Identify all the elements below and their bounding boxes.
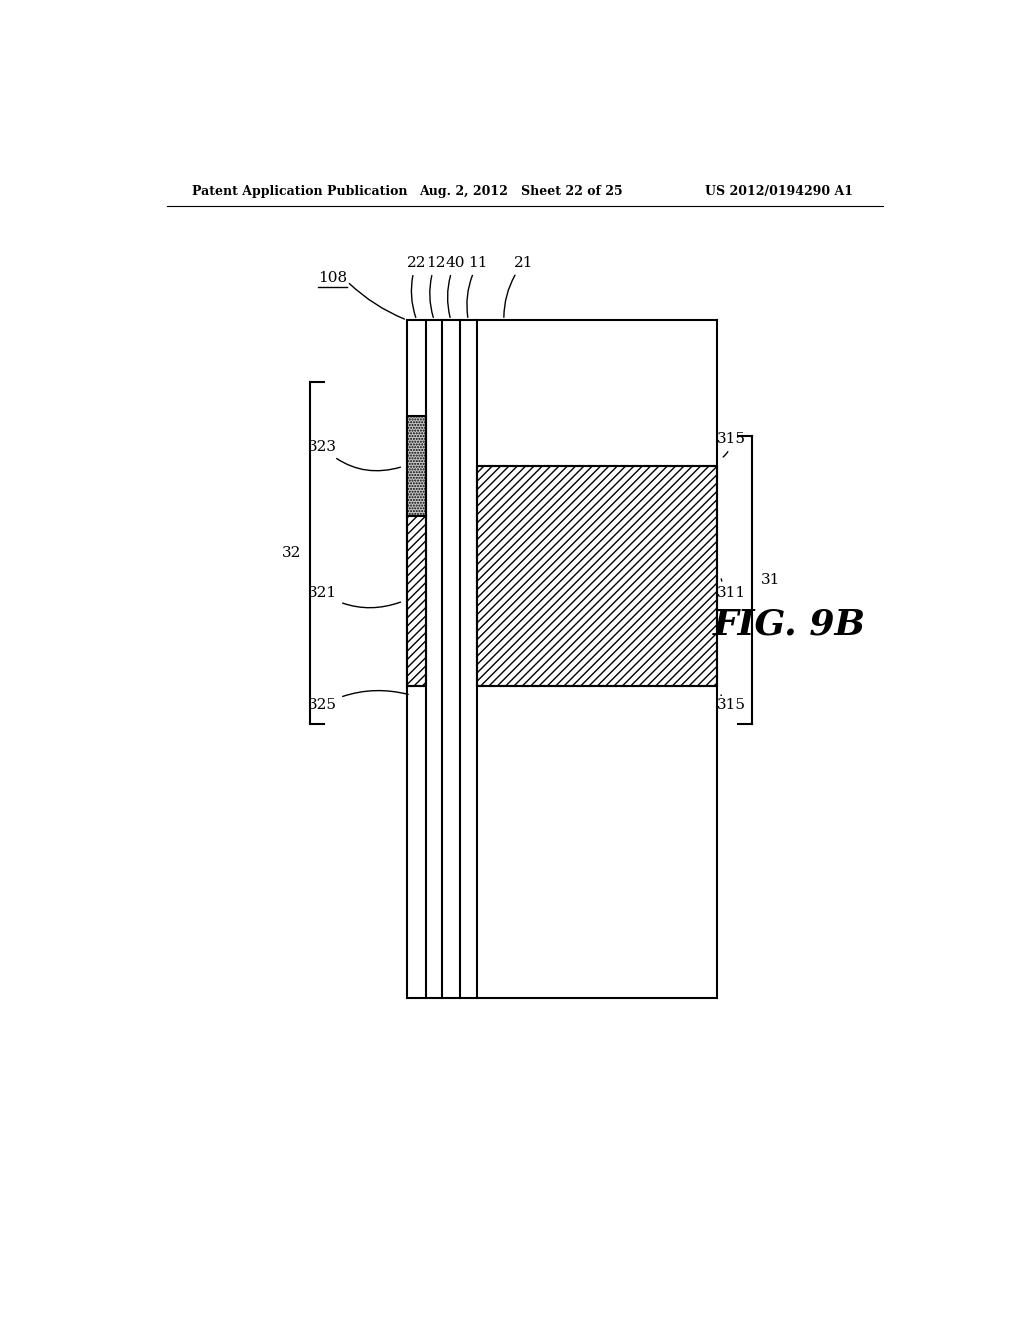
Text: 325: 325: [308, 690, 409, 711]
Bar: [407, 416, 426, 516]
Text: 108: 108: [317, 272, 347, 285]
Bar: [477, 466, 717, 686]
Bar: [407, 516, 426, 686]
Text: 12: 12: [426, 256, 445, 317]
Text: 315: 315: [717, 433, 746, 457]
Text: 11: 11: [467, 256, 488, 317]
Text: FIG. 9B: FIG. 9B: [713, 607, 866, 642]
Text: 40: 40: [445, 256, 465, 317]
Text: 323: 323: [308, 440, 400, 471]
Text: 321: 321: [308, 586, 400, 607]
Text: Aug. 2, 2012   Sheet 22 of 25: Aug. 2, 2012 Sheet 22 of 25: [419, 185, 623, 198]
Text: US 2012/0194290 A1: US 2012/0194290 A1: [706, 185, 853, 198]
Text: 21: 21: [504, 256, 534, 317]
Text: 32: 32: [282, 546, 301, 560]
Text: 311: 311: [717, 579, 746, 601]
Text: 31: 31: [761, 573, 780, 587]
Text: Patent Application Publication: Patent Application Publication: [191, 185, 408, 198]
Text: 315: 315: [717, 696, 746, 711]
Text: 22: 22: [407, 256, 426, 318]
